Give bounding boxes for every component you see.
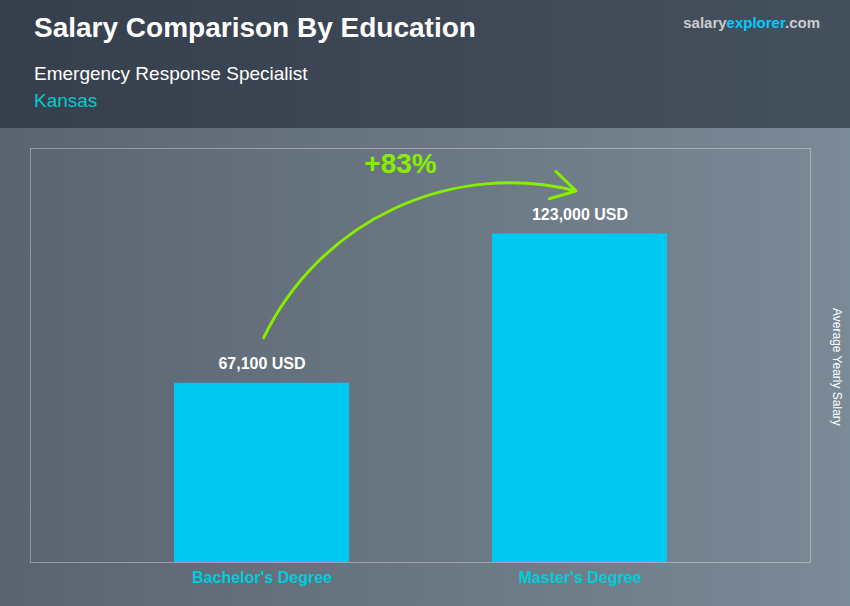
svg-text:Master's Degree: Master's Degree [519, 569, 642, 586]
html-text:Kansas: Kansas [34, 90, 98, 111]
svg-text:123,000 USD: 123,000 USD [532, 206, 628, 223]
html-text:Salary Comparison By Education: Salary Comparison By Education [34, 12, 476, 43]
html-text:Emergency Response Specialist: Emergency Response Specialist [34, 63, 308, 84]
svg-text:+83%: +83% [364, 148, 436, 179]
html-text:salary explorer.com: salary explorer.com [683, 14, 820, 31]
html-text:Average Yearly Salary: Average Yearly Salary [830, 308, 844, 426]
svg-text:Bachelor's Degree: Bachelor's Degree [192, 569, 332, 586]
svg-text:67,100 USD: 67,100 USD [218, 355, 305, 372]
